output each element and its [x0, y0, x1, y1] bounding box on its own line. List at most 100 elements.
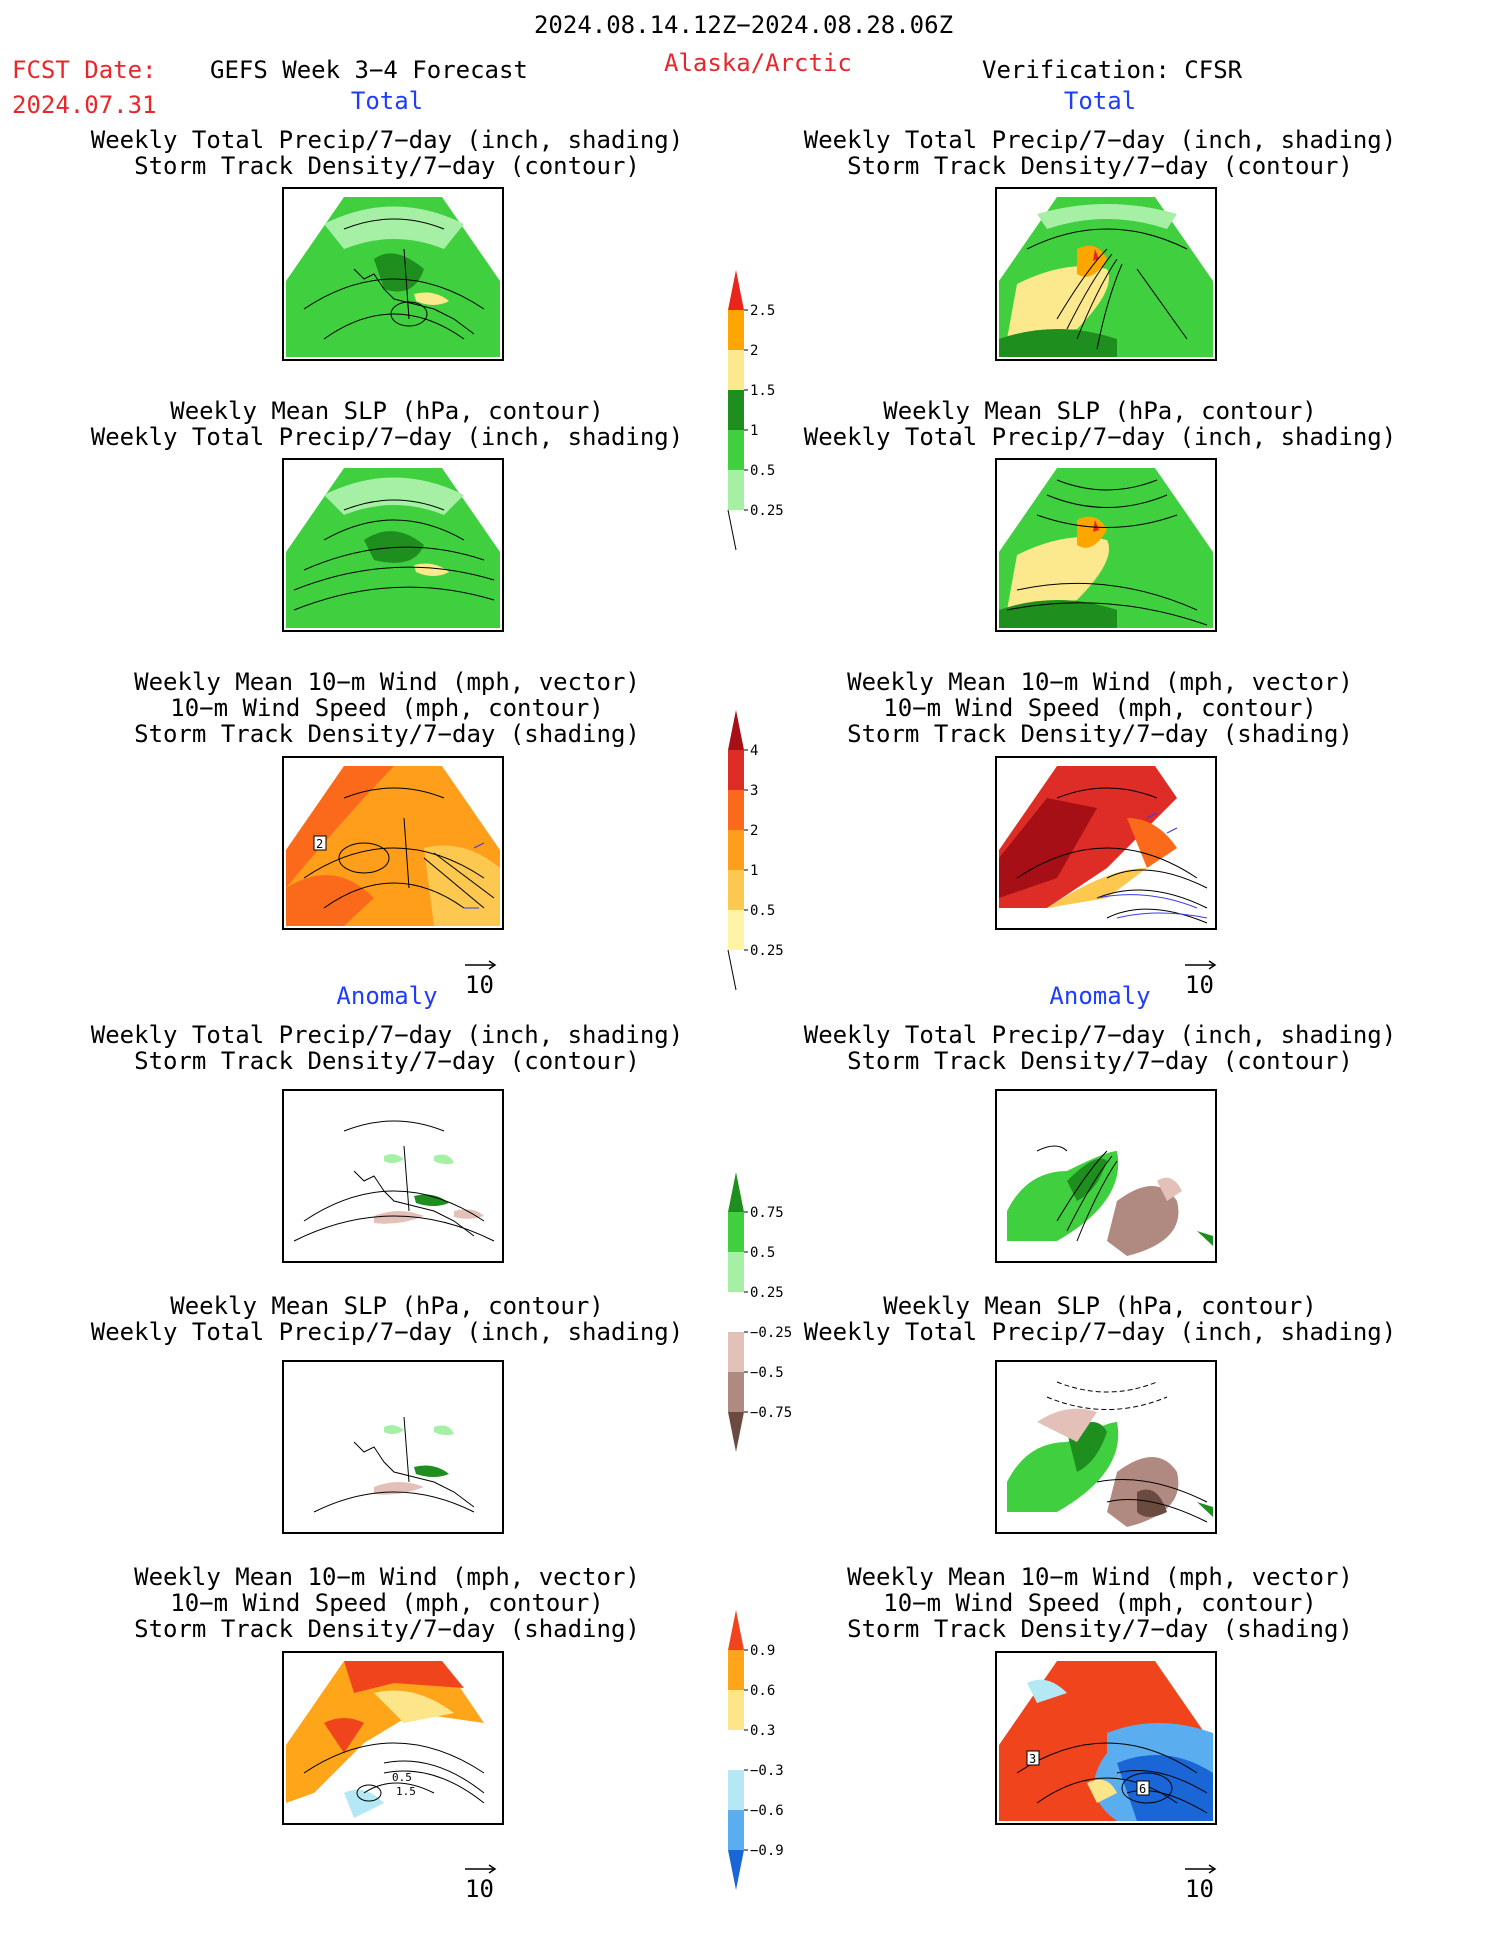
vector-ref-row6-left	[465, 1856, 499, 1881]
vector-ref-row3-right	[1185, 952, 1219, 977]
vector-ref-label: 10	[1185, 971, 1214, 999]
arrow-right-icon	[1185, 1864, 1217, 1874]
contour-label: 1.5	[396, 1785, 416, 1798]
date-range-title: 2024.08.14.12Z−2024.08.28.06Z	[533, 11, 954, 39]
panel-title: Storm Track Density/7−day (shading)	[134, 720, 640, 748]
panel-title: Weekly Total Precip/7−day (inch, shading…	[803, 423, 1397, 451]
panel-title: 10−m Wind Speed (mph, contour)	[883, 1589, 1317, 1617]
colorbar-label: −0.9	[750, 1843, 784, 1859]
colorbar-label: −0.25	[750, 1325, 792, 1341]
colorbar-top-arrow	[728, 1610, 744, 1650]
colorbar-segment	[728, 470, 744, 510]
colorbar-label: 0.25	[750, 503, 784, 519]
map-slp-anom-verification	[995, 1360, 1217, 1534]
section-total-right: Total	[1063, 87, 1137, 115]
colorbar-label: 0.6	[750, 1683, 775, 1699]
colorbar-bottom-tail	[727, 509, 737, 551]
panel-title: 10−m Wind Speed (mph, contour)	[170, 694, 604, 722]
colorbar-segment	[728, 910, 744, 950]
colorbar-label: −0.6	[750, 1803, 784, 1819]
panel-title: Storm Track Density/7−day (shading)	[847, 720, 1353, 748]
colorbar-label: −0.75	[750, 1405, 792, 1421]
section-anomaly-right: Anomaly	[1049, 982, 1151, 1010]
colorbar-label: −0.3	[750, 1763, 784, 1779]
colorbar-segment	[728, 750, 744, 790]
colorbar-segment	[728, 390, 744, 430]
colorbar-label: −0.5	[750, 1365, 784, 1381]
map-wind-anom-forecast: 0.5 1.5	[282, 1651, 504, 1825]
panel-title: Storm Track Density/7−day (contour)	[134, 152, 640, 180]
colorbar-segment	[728, 1730, 744, 1770]
section-anomaly-left: Anomaly	[336, 982, 438, 1010]
contour-label: 2	[316, 837, 323, 851]
colorbar-bottom-arrow	[728, 1412, 744, 1452]
colorbar-segment	[728, 1770, 744, 1810]
colorbar-label: 0.75	[750, 1205, 784, 1221]
vector-ref-label: 10	[465, 1875, 494, 1903]
section-total-left: Total	[350, 87, 424, 115]
colorbar-segment	[728, 310, 744, 350]
colorbar-segment	[728, 350, 744, 390]
panel-title: 10−m Wind Speed (mph, contour)	[883, 694, 1317, 722]
colorbar-label: 0.5	[750, 903, 775, 919]
colorbar-segment	[728, 1650, 744, 1690]
colorbar-bottom-arrow	[728, 1850, 744, 1890]
colorbar-segment	[728, 1252, 744, 1292]
colorbar-label: 2	[750, 823, 758, 839]
map-slp-anom-forecast	[282, 1360, 504, 1534]
vector-ref-row6-right	[1185, 1856, 1219, 1881]
colorbar-top-arrow	[728, 270, 744, 310]
map-precip-anom-forecast	[282, 1089, 504, 1263]
panel-title: Weekly Total Precip/7−day (inch, shading…	[90, 1021, 684, 1049]
verification-title: Verification: CFSR	[982, 56, 1243, 84]
map-precip-total-forecast	[282, 187, 504, 361]
panel-title: Weekly Total Precip/7−day (inch, shading…	[803, 1318, 1397, 1346]
panel-title: Weekly Total Precip/7−day (inch, shading…	[803, 1021, 1397, 1049]
colorbar-precip-anom: 0.75 0.5 0.25 −0.25 −0.5 −0.75	[722, 1172, 812, 1462]
panel-title: Weekly Mean SLP (hPa, contour)	[883, 397, 1317, 425]
colorbar-segment	[728, 430, 744, 470]
fcst-date-label: FCST Date:	[12, 56, 157, 84]
colorbar-segment	[728, 1372, 744, 1412]
panel-title: Weekly Mean SLP (hPa, contour)	[170, 397, 604, 425]
fcst-date-value: 2024.07.31	[12, 91, 157, 119]
colorbar-top-arrow	[728, 1172, 744, 1212]
colorbar-storm-anom: 0.9 0.6 0.3 −0.3 −0.6 −0.9	[722, 1610, 812, 1900]
colorbar-segment	[728, 1292, 744, 1332]
panel-title: Storm Track Density/7−day (contour)	[847, 152, 1353, 180]
map-wind-total-verification	[995, 756, 1217, 930]
colorbar-segment	[728, 1690, 744, 1730]
panel-title: Weekly Mean 10−m Wind (mph, vector)	[847, 668, 1353, 696]
colorbar-segment	[728, 790, 744, 830]
colorbar-label: 0.25	[750, 1285, 784, 1301]
vector-ref-label: 10	[1185, 1875, 1214, 1903]
colorbar-label: 0.5	[750, 463, 775, 479]
colorbar-label: 0.25	[750, 943, 784, 959]
map-slp-total-forecast	[282, 458, 504, 632]
arrow-right-icon	[1185, 960, 1217, 970]
colorbar-label: 1	[750, 423, 758, 439]
contour-label: 0.5	[392, 1771, 412, 1784]
colorbar-label: 0.9	[750, 1643, 775, 1659]
arrow-right-icon	[465, 1864, 497, 1874]
panel-title: Weekly Mean SLP (hPa, contour)	[883, 1292, 1317, 1320]
panel-title: Storm Track Density/7−day (contour)	[847, 1047, 1353, 1075]
map-precip-anom-verification	[995, 1089, 1217, 1263]
colorbar-segment	[728, 1332, 744, 1372]
panel-title: Weekly Total Precip/7−day (inch, shading…	[90, 1318, 684, 1346]
panel-title: Weekly Mean 10−m Wind (mph, vector)	[134, 668, 640, 696]
colorbar-segment	[728, 830, 744, 870]
colorbar-segment	[728, 1810, 744, 1850]
colorbar-label: 2.5	[750, 303, 775, 319]
colorbar-top-arrow	[728, 710, 744, 750]
map-wind-anom-verification: 3 6	[995, 1651, 1217, 1825]
map-precip-total-verification	[995, 187, 1217, 361]
region-title: Alaska/Arctic	[664, 49, 852, 77]
model-title: GEFS Week 3−4 Forecast	[210, 56, 528, 84]
colorbar-bottom-tail	[727, 949, 737, 991]
panel-title: Weekly Mean 10−m Wind (mph, vector)	[134, 1563, 640, 1591]
colorbar-label: 3	[750, 783, 758, 799]
panel-title: Weekly Total Precip/7−day (inch, shading…	[90, 126, 684, 154]
colorbar-segment	[728, 870, 744, 910]
panel-title: Storm Track Density/7−day (shading)	[847, 1615, 1353, 1643]
